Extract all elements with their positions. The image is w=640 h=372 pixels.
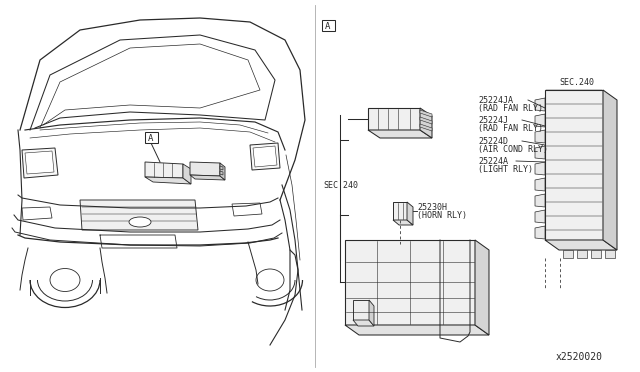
Polygon shape bbox=[22, 207, 52, 220]
Polygon shape bbox=[535, 194, 545, 207]
Polygon shape bbox=[393, 220, 413, 225]
Polygon shape bbox=[22, 148, 58, 178]
Polygon shape bbox=[545, 240, 617, 250]
Bar bbox=[145, 132, 158, 143]
Polygon shape bbox=[420, 117, 432, 124]
Polygon shape bbox=[353, 320, 374, 326]
Polygon shape bbox=[535, 178, 545, 191]
Polygon shape bbox=[535, 226, 545, 239]
Polygon shape bbox=[250, 143, 280, 170]
Text: A: A bbox=[148, 134, 154, 143]
Polygon shape bbox=[220, 171, 223, 175]
Polygon shape bbox=[475, 240, 489, 335]
Text: SEC.240: SEC.240 bbox=[323, 180, 358, 189]
Polygon shape bbox=[577, 250, 587, 258]
Polygon shape bbox=[393, 202, 407, 220]
Polygon shape bbox=[345, 325, 489, 335]
Polygon shape bbox=[80, 200, 198, 230]
Polygon shape bbox=[535, 210, 545, 223]
Polygon shape bbox=[563, 250, 573, 258]
Polygon shape bbox=[420, 124, 432, 131]
Polygon shape bbox=[535, 130, 545, 143]
Polygon shape bbox=[420, 108, 432, 138]
Text: 25224JA: 25224JA bbox=[478, 96, 513, 105]
Polygon shape bbox=[190, 162, 220, 176]
Polygon shape bbox=[353, 300, 369, 320]
Polygon shape bbox=[535, 146, 545, 159]
Polygon shape bbox=[369, 300, 374, 326]
Polygon shape bbox=[535, 98, 545, 111]
Polygon shape bbox=[183, 164, 191, 184]
Polygon shape bbox=[368, 108, 420, 130]
Text: (LIGHT RLY): (LIGHT RLY) bbox=[478, 165, 533, 174]
Polygon shape bbox=[220, 166, 223, 170]
Text: SEC.240: SEC.240 bbox=[559, 78, 594, 87]
Ellipse shape bbox=[129, 217, 151, 227]
Polygon shape bbox=[25, 151, 54, 174]
Polygon shape bbox=[535, 162, 545, 175]
Polygon shape bbox=[190, 175, 225, 180]
Polygon shape bbox=[420, 110, 432, 117]
Polygon shape bbox=[368, 130, 432, 138]
Polygon shape bbox=[220, 163, 225, 180]
Polygon shape bbox=[603, 90, 617, 250]
Polygon shape bbox=[535, 114, 545, 127]
Polygon shape bbox=[407, 202, 413, 225]
Text: (RAD FAN RLY): (RAD FAN RLY) bbox=[478, 104, 543, 113]
Text: (RAD FAN RLY): (RAD FAN RLY) bbox=[478, 124, 543, 133]
Text: (HORN RLY): (HORN RLY) bbox=[417, 211, 467, 220]
Polygon shape bbox=[232, 203, 262, 216]
Bar bbox=[322, 20, 335, 31]
Text: x2520020: x2520020 bbox=[556, 352, 603, 362]
Polygon shape bbox=[545, 90, 603, 240]
Polygon shape bbox=[145, 177, 191, 184]
Text: 25224A: 25224A bbox=[478, 157, 508, 166]
Polygon shape bbox=[605, 250, 615, 258]
Polygon shape bbox=[345, 240, 475, 325]
Text: (AIR COND RLY): (AIR COND RLY) bbox=[478, 145, 548, 154]
Text: 25224J: 25224J bbox=[478, 116, 508, 125]
Polygon shape bbox=[591, 250, 601, 258]
Text: A: A bbox=[325, 22, 331, 31]
Text: 25230H: 25230H bbox=[417, 203, 447, 212]
Text: 25224D: 25224D bbox=[478, 137, 508, 146]
Polygon shape bbox=[145, 162, 183, 178]
Polygon shape bbox=[253, 146, 277, 167]
